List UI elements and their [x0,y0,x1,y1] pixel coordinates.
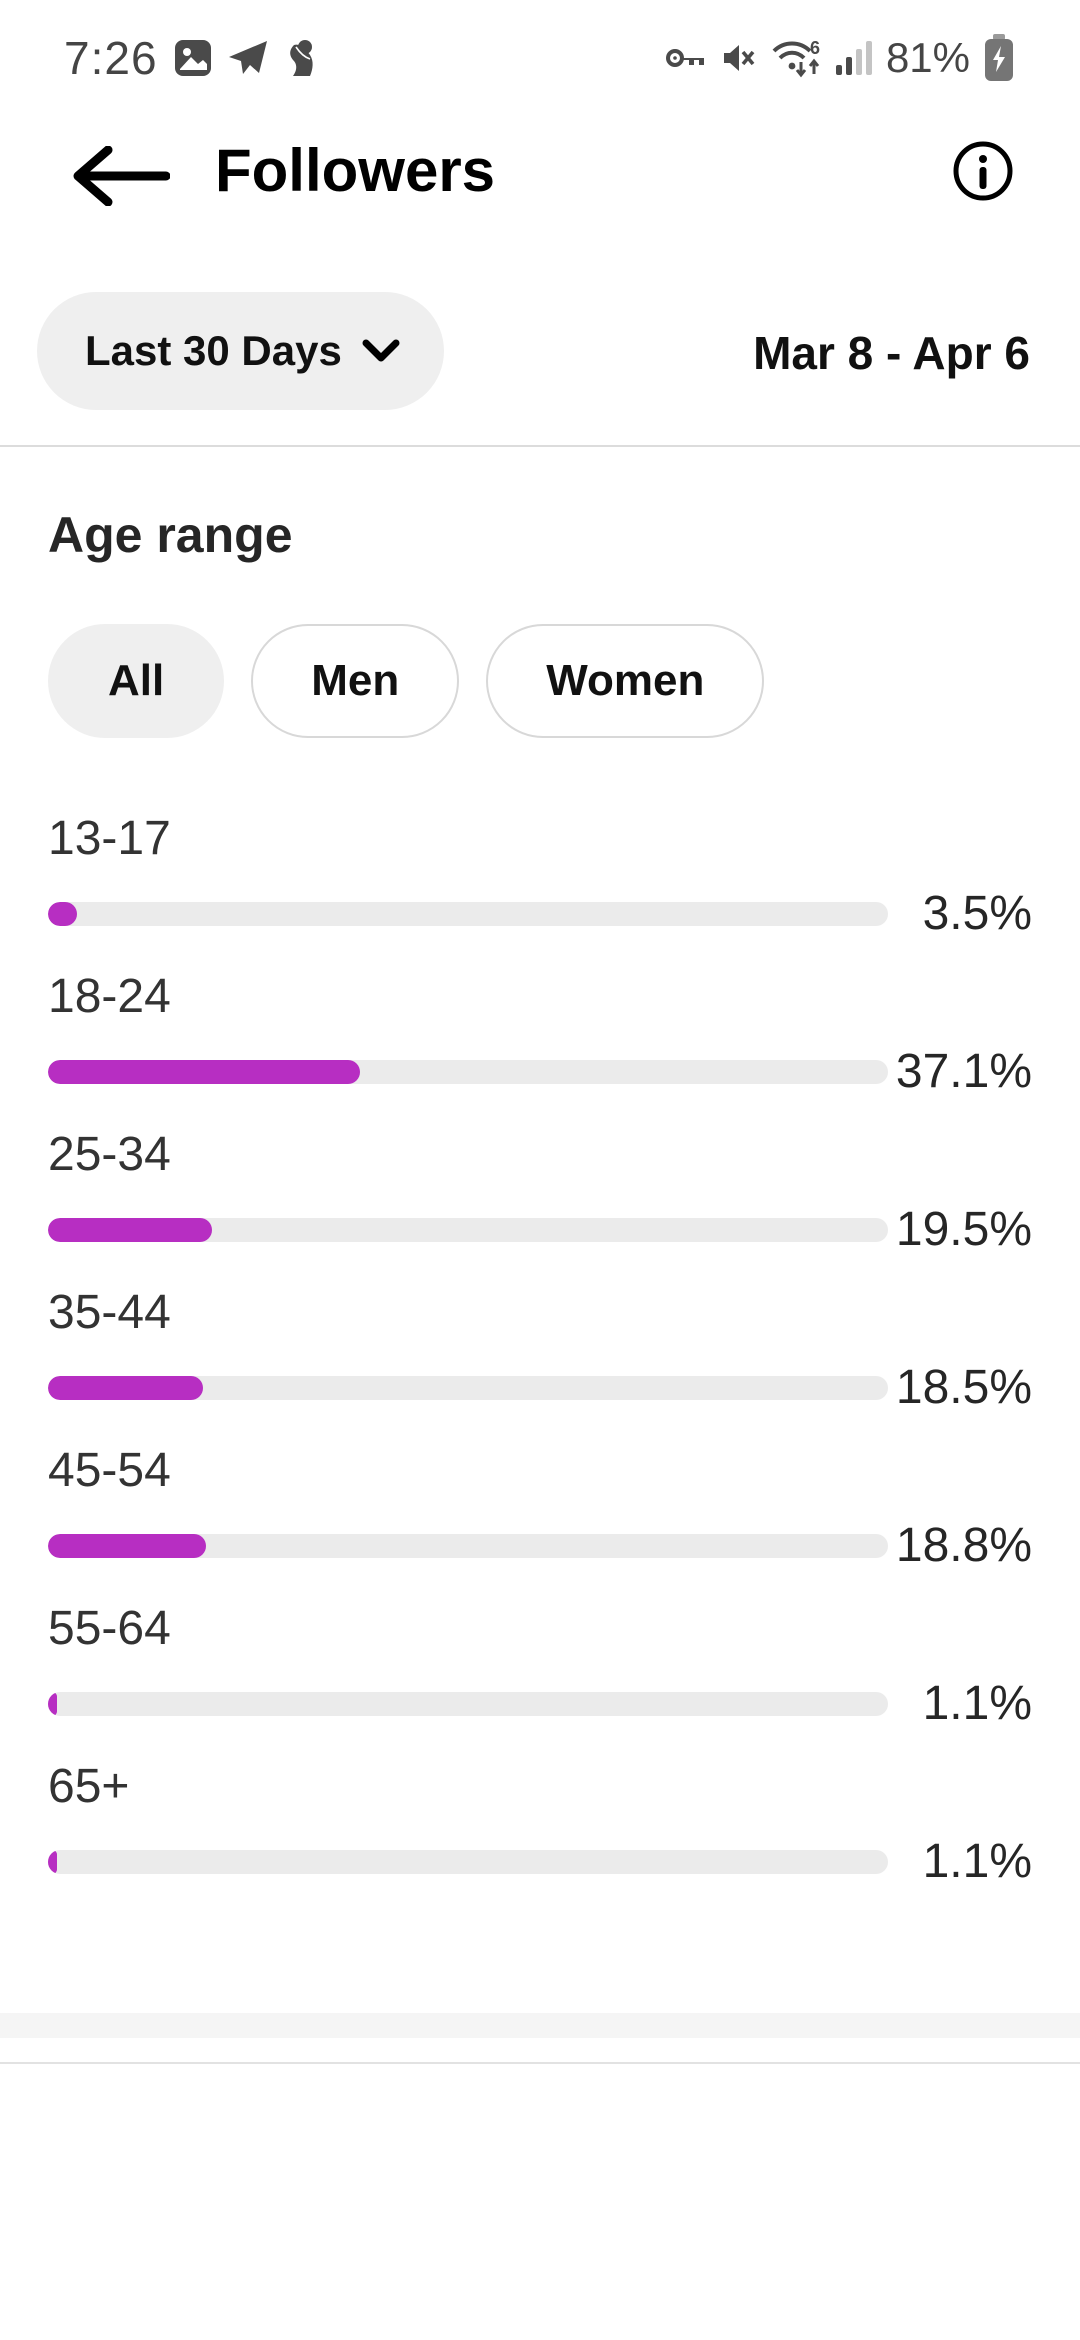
date-range: Mar 8 - Apr 6 [753,327,1030,379]
gender-tab-men[interactable]: Men [251,624,460,738]
bar-track [48,1850,888,1874]
period-label: Last 30 Days [85,327,342,374]
gallery-icon [174,40,211,76]
age-label: 13-17 [48,812,171,865]
bar-track [48,1060,888,1084]
age-label: 45-54 [48,1444,171,1497]
age-range-list: 13-17 3.5% 18-24 37.1% 25-34 [48,812,1032,1918]
age-value: 1.1% [922,1835,1032,1888]
bar-track [48,1534,888,1558]
age-value: 19.5% [895,1203,1032,1256]
bar-fill [48,902,78,926]
mute-icon [723,45,755,71]
age-value: 18.8% [895,1519,1032,1572]
svg-text:6: 6 [810,38,820,58]
period-dropdown[interactable]: Last 30 Days [37,292,444,410]
status-bar: 7:26 6 81% [0,26,1080,90]
gender-tab-women[interactable]: Women [486,624,765,738]
bar-fill [48,1850,58,1874]
bar-track [48,1376,888,1400]
age-value: 37.1% [895,1045,1032,1098]
bar-fill [48,1060,360,1084]
age-value: 18.5% [895,1361,1032,1414]
bottom-nav-bar [0,2062,1080,2202]
battery-percent: 81% [885,34,970,81]
age-label: 35-44 [48,1286,171,1339]
bar-fill [48,1376,204,1400]
age-row: 45-54 18.8% [48,1444,1032,1572]
header: Followers [0,128,1080,224]
bar-fill [48,1218,212,1242]
chevron-down-icon [362,339,400,362]
divider [0,445,1080,447]
back-button[interactable] [70,146,170,206]
age-label: 65+ [48,1760,130,1813]
signal-icon [835,41,872,75]
age-label: 55-64 [48,1602,171,1655]
age-row: 13-17 3.5% [48,812,1032,940]
gender-tabs: All Men Women [48,624,765,738]
age-row: 65+ 1.1% [48,1760,1032,1888]
bar-track [48,902,888,926]
bar-fill [48,1692,58,1716]
age-row: 25-34 19.5% [48,1128,1032,1256]
age-row: 18-24 37.1% [48,970,1032,1098]
age-value: 3.5% [922,887,1032,940]
age-label: 25-34 [48,1128,171,1181]
vpn-key-icon [665,49,704,67]
page-title: Followers [215,137,496,204]
android-nav-bar [0,2204,1080,2340]
telegram-icon [228,41,267,74]
section-title: Age range [48,507,293,563]
section-separator [0,2013,1080,2038]
gender-tab-all[interactable]: All [48,624,225,738]
age-label: 18-24 [48,970,171,1023]
clock: 7:26 [64,32,158,84]
battery-charging-icon [985,34,1013,81]
age-row: 35-44 18.5% [48,1286,1032,1414]
age-value: 1.1% [922,1677,1032,1730]
wifi6-icon: 6 [772,38,820,78]
bar-track [48,1218,888,1242]
bar-track [48,1692,888,1716]
avatar-app-icon [289,40,313,76]
info-icon[interactable] [952,140,1014,202]
age-row: 55-64 1.1% [48,1602,1032,1730]
bar-fill [48,1534,206,1558]
